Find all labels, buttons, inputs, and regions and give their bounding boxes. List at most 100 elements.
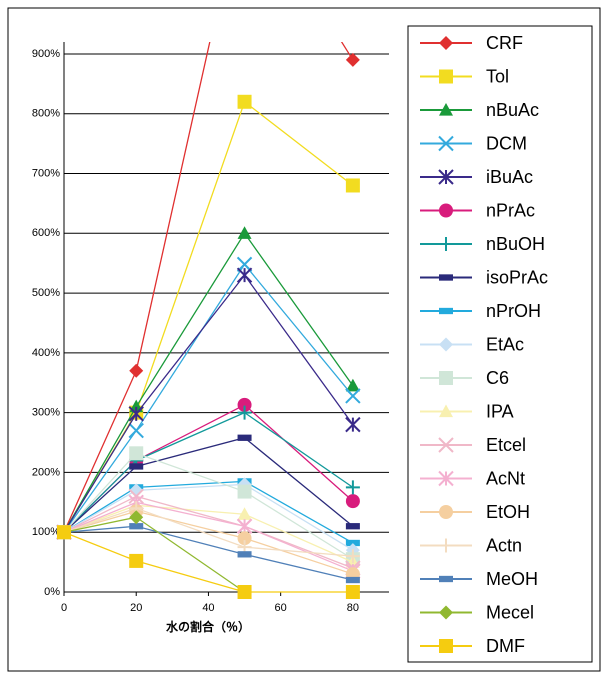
marker — [439, 103, 453, 116]
marker-shape — [345, 480, 360, 495]
marker — [439, 371, 453, 385]
marker — [236, 256, 253, 273]
marker-shape — [439, 404, 453, 418]
legend-label: iBuAc — [486, 167, 533, 187]
marker — [439, 36, 453, 50]
marker — [237, 551, 252, 558]
marker-shape — [237, 434, 252, 441]
series-line — [63, 404, 354, 533]
marker — [237, 484, 252, 499]
marker-shape — [345, 388, 361, 404]
marker-shape — [129, 363, 144, 378]
marker-shape — [439, 337, 453, 352]
marker — [439, 575, 453, 583]
marker — [237, 94, 252, 109]
marker-shape — [129, 463, 144, 470]
legend-label: MeOH — [486, 569, 538, 589]
marker — [439, 307, 453, 315]
legend-label: EtAc — [486, 334, 524, 354]
marker — [438, 437, 454, 453]
marker — [439, 538, 453, 553]
series-line — [63, 263, 354, 533]
marker — [439, 237, 453, 251]
legend-label: CRF — [486, 33, 523, 53]
y-tick-label: 0% — [44, 586, 60, 598]
legend-label: IPA — [486, 401, 514, 421]
marker-shape — [439, 237, 453, 251]
marker-shape — [237, 405, 252, 420]
marker-shape — [129, 446, 144, 461]
marker-shape — [439, 505, 453, 519]
series-line — [63, 480, 354, 544]
marker-shape — [439, 36, 453, 50]
marker — [237, 434, 252, 441]
marker — [439, 404, 453, 418]
marker-shape — [345, 416, 361, 433]
series-line — [63, 516, 245, 593]
marker — [237, 585, 252, 599]
marker-shape — [129, 553, 144, 568]
marker — [439, 639, 453, 653]
legend-label: nBuOH — [486, 234, 545, 254]
series-line — [63, 510, 354, 575]
marker — [439, 274, 453, 281]
marker-shape — [237, 531, 252, 546]
chart-frame — [7, 7, 601, 672]
y-tick-label: 200% — [32, 466, 60, 478]
y-tick-label: 100% — [32, 526, 60, 538]
marker-shape — [128, 422, 144, 439]
y-tick-label: 400% — [32, 347, 60, 359]
series-line — [63, 495, 354, 569]
marker-shape — [237, 551, 252, 558]
marker-shape — [236, 256, 253, 273]
marker-shape — [237, 94, 252, 109]
marker-shape — [57, 525, 71, 540]
marker — [345, 178, 360, 193]
x-tick-label: 60 — [275, 602, 287, 614]
legend-label: nPrAc — [486, 200, 535, 220]
marker-shape — [439, 274, 453, 281]
marker — [57, 525, 71, 540]
marker-shape — [236, 518, 253, 534]
marker — [345, 494, 360, 509]
marker — [237, 226, 252, 239]
marker-shape — [237, 585, 252, 599]
marker — [439, 505, 453, 519]
marker-shape — [237, 226, 252, 239]
marker-shape — [129, 510, 144, 525]
marker — [129, 463, 144, 470]
series-line — [63, 452, 354, 560]
marker — [129, 523, 144, 530]
x-tick-label: 20 — [130, 602, 142, 614]
marker — [345, 378, 360, 392]
marker — [345, 576, 360, 584]
y-tick-label: 500% — [32, 287, 60, 299]
marker — [236, 518, 253, 534]
marker-shape — [237, 397, 252, 412]
legend-label: AcNt — [486, 468, 525, 488]
series-line — [63, 42, 354, 533]
marker-shape — [439, 103, 453, 116]
x-tick-label: 40 — [202, 602, 214, 614]
y-tick-label: 900% — [32, 48, 60, 60]
marker — [236, 267, 253, 283]
marker-shape — [439, 307, 453, 315]
marker — [439, 605, 453, 620]
x-tick-label: 80 — [347, 602, 359, 614]
series-line — [63, 504, 354, 563]
marker-shape — [345, 576, 360, 584]
legend-label: Tol — [486, 66, 509, 86]
marker — [237, 531, 252, 546]
marker-shape — [439, 575, 453, 583]
marker-shape — [345, 523, 360, 530]
marker — [345, 523, 360, 530]
y-tick-label: 800% — [32, 108, 60, 120]
series-line — [63, 232, 354, 533]
marker — [438, 169, 454, 185]
marker-shape — [345, 494, 360, 509]
marker-shape — [237, 507, 252, 520]
marker-shape — [439, 203, 453, 218]
series-line — [63, 531, 353, 593]
legend-label: Actn — [486, 535, 522, 555]
legend-label: EtOH — [486, 502, 530, 522]
